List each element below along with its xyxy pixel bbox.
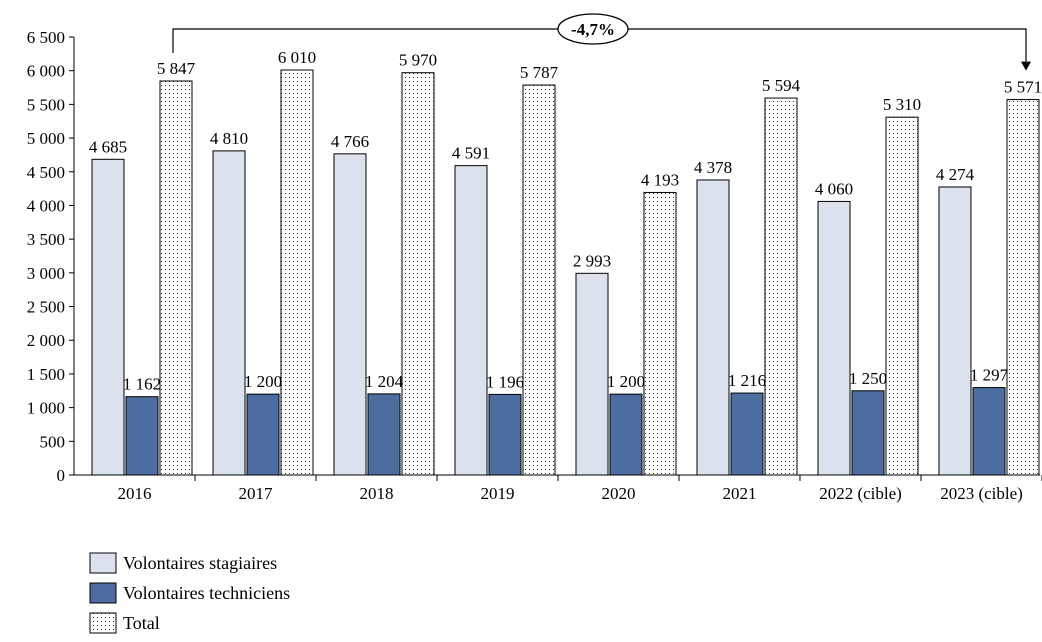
y-tick-label: 5 000	[27, 129, 65, 148]
bar-volontaires-stagiaires-2017	[212, 150, 246, 476]
bar-total-2023-cible-	[1006, 99, 1040, 476]
bar-total-2016	[159, 80, 193, 476]
x-tick-label: 2020	[602, 484, 636, 503]
y-tick-label: 3 000	[27, 264, 65, 283]
bar-total-2020	[643, 191, 677, 476]
data-label: 4 685	[89, 137, 127, 156]
bar-total-2022-cible-	[885, 116, 919, 476]
y-tick-label: 2 500	[27, 298, 65, 317]
bar-volontaires-techniciens-2017	[246, 393, 280, 476]
data-label: 4 591	[452, 144, 490, 163]
legend-swatch-volontaires-stagiaires	[89, 552, 117, 574]
legend: Volontaires stagiaires Volontaires techni…	[89, 552, 290, 634]
y-tick-label: 2 000	[27, 331, 65, 350]
bar-volontaires-stagiaires-2022-cible-	[817, 200, 851, 476]
bar-volontaires-stagiaires-2021	[696, 179, 730, 476]
data-label: 5 787	[520, 63, 559, 82]
bar-volontaires-techniciens-2023-cible-	[972, 387, 1006, 476]
annotation-label: -4,7%	[571, 20, 615, 39]
y-tick-label: 4 000	[27, 196, 65, 215]
data-label: 5 310	[883, 95, 921, 114]
legend-label: Volontaires techniciens	[123, 583, 290, 603]
annotation-group: -4,7%	[172, 13, 1031, 71]
data-label: 4 378	[694, 158, 732, 177]
annotation-arrowhead	[1021, 61, 1031, 71]
y-tick-label: 0	[57, 466, 66, 485]
data-label: 1 200	[244, 372, 282, 391]
y-tick-label: 1 000	[27, 399, 65, 418]
y-tick-label: 4 500	[27, 163, 65, 182]
annotation-badge	[557, 13, 629, 45]
data-label: 1 250	[849, 369, 887, 388]
x-tick-label: 2023 (cible)	[940, 484, 1023, 503]
data-label: 4 810	[210, 129, 248, 148]
y-tick-label: 6 000	[27, 62, 65, 81]
data-label: 4 766	[331, 132, 369, 151]
bar-volontaires-stagiaires-2018	[333, 153, 367, 476]
y-tick-label: 500	[40, 432, 66, 451]
bar-volontaires-stagiaires-2019	[454, 165, 488, 476]
legend-label: Total	[123, 613, 160, 633]
data-label: 5 571	[1004, 78, 1042, 97]
data-label: 4 274	[936, 165, 975, 184]
data-label: 1 297	[970, 366, 1009, 385]
bar-volontaires-techniciens-2021	[730, 392, 764, 476]
data-label: 1 162	[123, 375, 161, 394]
data-label: 1 204	[365, 372, 404, 391]
y-tick-label: 1 500	[27, 365, 65, 384]
y-tick-label: 6 500	[27, 28, 65, 47]
data-label: 5 594	[762, 76, 801, 95]
x-axis: 2016 2017 2018 2019 2020 2021 2022 (cible) 2023…	[74, 474, 1042, 503]
data-label: 5 847	[157, 59, 196, 78]
bar-volontaires-techniciens-2016	[125, 396, 159, 476]
y-axis: 0 500 1 000 1 500 2 000 2 500 3 000 3 500 4 000 4…	[27, 28, 75, 485]
legend-label: Volontaires stagiaires	[123, 553, 277, 573]
data-label: 5 970	[399, 51, 437, 70]
x-tick-label: 2022 (cible)	[819, 484, 902, 503]
y-tick-label: 5 500	[27, 95, 65, 114]
x-tick-label: 2018	[360, 484, 394, 503]
bar-total-2019	[522, 84, 556, 476]
data-label: 1 216	[728, 371, 766, 390]
data-label: 6 010	[278, 48, 316, 67]
data-label: 1 200	[607, 372, 645, 391]
bar-volontaires-techniciens-2019	[488, 393, 522, 476]
bar-volontaires-techniciens-2018	[367, 393, 401, 476]
data-label: 4 060	[815, 179, 853, 198]
value-labels-group: 4 685 1 162 5 847 4 810 1 200 6 010 4 766 1 204…	[89, 48, 1042, 394]
x-tick-label: 2019	[481, 484, 515, 503]
bar-total-2017	[280, 69, 314, 476]
data-label: 1 196	[486, 372, 524, 391]
bar-volontaires-stagiaires-2020	[575, 272, 609, 476]
legend-swatch-total	[89, 612, 117, 634]
y-tick-label: 3 500	[27, 230, 65, 249]
bars-group	[91, 69, 1040, 476]
bar-total-2018	[401, 72, 435, 476]
bar-volontaires-techniciens-2020	[609, 393, 643, 476]
bar-volontaires-techniciens-2022-cible-	[851, 390, 885, 476]
data-label: 2 993	[573, 251, 611, 270]
x-tick-label: 2016	[118, 484, 152, 503]
legend-swatch-volontaires-techniciens	[89, 582, 117, 604]
bar-volontaires-stagiaires-2023-cible-	[938, 186, 972, 476]
x-tick-label: 2017	[239, 484, 274, 503]
data-label: 4 193	[641, 170, 679, 189]
bar-volontaires-stagiaires-2016	[91, 158, 125, 476]
x-tick-label: 2021	[723, 484, 757, 503]
bar-total-2021	[764, 97, 798, 476]
